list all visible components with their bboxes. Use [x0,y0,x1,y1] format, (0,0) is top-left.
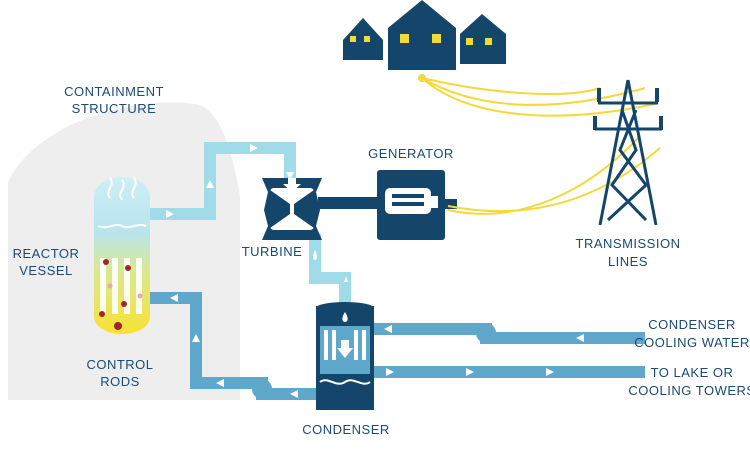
shaft [318,197,380,209]
generator-icon [377,170,445,240]
cooling-towers-label: COOLING TOWERS [628,383,750,398]
power-junction [418,74,426,82]
condenser-label: CONDENSER [302,422,390,437]
feedwater-pipe [150,292,318,400]
tower-insulators [593,88,663,130]
transmission-lines-label: LINES [608,254,648,269]
house-icon [343,18,383,60]
control-rods-label: CONTROL [86,357,153,372]
turbine-condenser-pipe [309,234,351,306]
cooling-water-in-pipe [372,323,645,344]
reactor-vessel-label: REACTOR [13,246,80,261]
house-icon [460,14,506,64]
turbine-label: TURBINE [242,244,303,259]
turbine-icon [262,178,322,240]
pipe-bend [476,323,496,343]
control-rods [100,258,142,314]
cooling-water-label: CONDENSER [648,317,736,332]
house-icon [388,0,456,70]
cooling-water-label: COOLING WATER [634,335,750,350]
transmission-lines-label: TRANSMISSION [576,236,681,251]
flow-arrow-icon [166,144,584,398]
pipe-bend [252,379,272,399]
fuel-pellets [99,259,131,330]
reactor-vessel [94,177,150,334]
generator-label: GENERATOR [368,146,454,161]
transmission-tower-icon [595,79,662,226]
power-lines [421,77,661,215]
cooling-towers-label: TO LAKE OR [651,365,734,380]
control-rods-label: RODS [100,374,140,389]
steam-pipe [150,142,296,220]
containment-label: STRUCTURE [72,101,157,116]
containment-label: CONTAINMENT [64,84,164,99]
condenser-icon [316,302,374,410]
shaft-right [443,199,457,209]
reactor-vessel-label: VESSEL [19,263,73,278]
droplet-icon [313,250,317,260]
